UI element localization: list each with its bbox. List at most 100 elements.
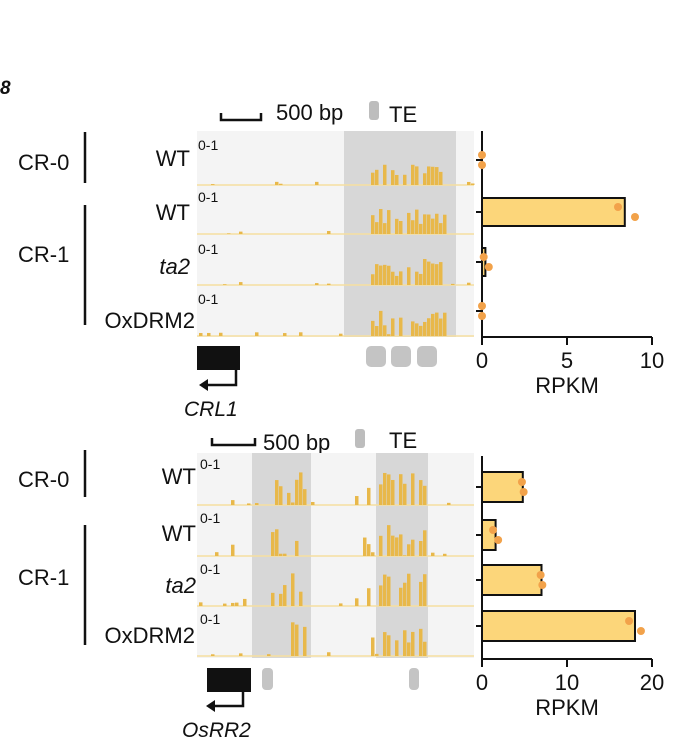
coverage-bar <box>379 265 383 285</box>
gene-name: CRL1 <box>184 398 238 421</box>
coverage-bar <box>423 321 427 336</box>
coverage-bar <box>355 598 359 606</box>
x-axis-label: RPKM <box>535 695 599 720</box>
data-point <box>489 526 498 534</box>
data-point <box>517 478 526 486</box>
coverage-bar <box>411 220 415 234</box>
coverage-bar <box>283 553 287 556</box>
coverage-bar <box>235 602 239 606</box>
row-label: ta2 <box>165 573 196 598</box>
coverage-bar <box>387 635 391 656</box>
coverage-bar <box>371 215 375 234</box>
coverage-bar <box>467 282 471 285</box>
data-point <box>536 571 545 579</box>
coverage-bar <box>295 479 299 505</box>
data-point <box>478 302 486 310</box>
track-range: 0-1 <box>198 189 218 205</box>
scale-label: 500 bp <box>276 100 343 125</box>
bar <box>481 610 636 642</box>
coverage-bar <box>279 486 283 505</box>
data-point <box>494 536 503 544</box>
scale-label: 500 bp <box>263 430 330 455</box>
coverage-bar <box>435 312 439 336</box>
coverage-bar <box>431 263 435 285</box>
coverage-bar <box>267 654 271 656</box>
coverage-bar <box>379 535 383 556</box>
row-label: ta2 <box>159 254 190 279</box>
coverage-bar <box>291 622 295 656</box>
coverage-bar <box>447 502 451 505</box>
row-labels: WT 0-1 WT 0-1 ta2 0-1 OxDRM2 0-1 <box>105 456 221 648</box>
coverage-bar <box>391 271 395 285</box>
coverage-bar <box>411 631 415 656</box>
coverage-bar <box>247 503 251 505</box>
group-labels: CR-0 CR-1 <box>18 450 87 645</box>
coverage-bar <box>367 487 371 505</box>
coverage-bar <box>367 588 371 606</box>
gene-exon <box>207 668 251 692</box>
track-range: 0-1 <box>200 611 220 627</box>
scale-bar-icon <box>219 113 263 122</box>
track-range: 0-1 <box>198 137 218 153</box>
x-tick-label: 0 <box>476 670 488 695</box>
coverage-bar <box>443 214 447 234</box>
coverage-bar <box>419 480 423 505</box>
coverage-bar <box>439 318 443 336</box>
coverage-bar <box>239 653 243 656</box>
coverage-bar <box>427 214 431 234</box>
coverage-bar <box>383 264 387 285</box>
coverage-bar <box>415 166 419 185</box>
coverage-bar <box>403 555 407 556</box>
coverage-bar <box>375 653 379 656</box>
coverage-bar <box>211 654 215 656</box>
coverage-bar <box>411 321 415 336</box>
coverage-bar <box>411 539 415 556</box>
data-point <box>479 253 488 261</box>
coverage-bar <box>415 271 419 285</box>
coverage-bar <box>219 332 223 336</box>
coverage-bar <box>391 318 395 336</box>
coverage-bar <box>387 525 391 556</box>
coverage-bar <box>391 535 395 556</box>
bar <box>481 247 487 277</box>
track-range: 0-1 <box>198 241 218 257</box>
coverage-bar <box>279 553 283 556</box>
coverage-bar <box>383 223 387 234</box>
coverage-bar <box>279 183 283 185</box>
coverage-bar <box>383 574 387 606</box>
rpkm-bar-chart: 0 10 20 RPKM <box>476 456 664 720</box>
coverage-bar <box>299 332 303 336</box>
coverage-bar <box>223 284 227 285</box>
te-block-icon <box>366 346 386 367</box>
row-label: WT <box>162 464 196 489</box>
coverage-bar <box>415 323 419 336</box>
te-label: TE <box>389 102 417 127</box>
te-block-icon <box>262 668 273 690</box>
coverage-bar <box>403 483 407 505</box>
group-label-cr0: CR-0 <box>18 467 69 492</box>
coverage-bar <box>399 271 403 285</box>
track-range: 0-1 <box>200 510 220 526</box>
coverage-bar <box>435 213 439 234</box>
coverage-bar <box>443 312 447 336</box>
tracks <box>197 472 474 657</box>
coverage-bar <box>375 169 379 185</box>
coverage-bar <box>423 641 427 656</box>
group-label-cr0: CR-0 <box>18 150 69 175</box>
coverage-bar <box>327 283 331 285</box>
coverage-bar <box>255 503 259 505</box>
coverage-bar <box>423 173 427 185</box>
data-point <box>484 263 493 271</box>
coverage-bar <box>423 485 427 505</box>
coverage-bar <box>399 534 403 556</box>
coverage-bar <box>239 282 243 285</box>
coverage-bar <box>407 267 411 285</box>
group-label-cr1: CR-1 <box>18 242 69 267</box>
x-tick-label: 0 <box>476 348 488 373</box>
data-point <box>625 617 634 625</box>
coverage-bar <box>275 529 279 556</box>
coverage-bar <box>363 537 367 556</box>
coverage-bar <box>379 208 383 234</box>
coverage-bar <box>299 472 303 505</box>
arrowhead-icon <box>206 700 215 712</box>
